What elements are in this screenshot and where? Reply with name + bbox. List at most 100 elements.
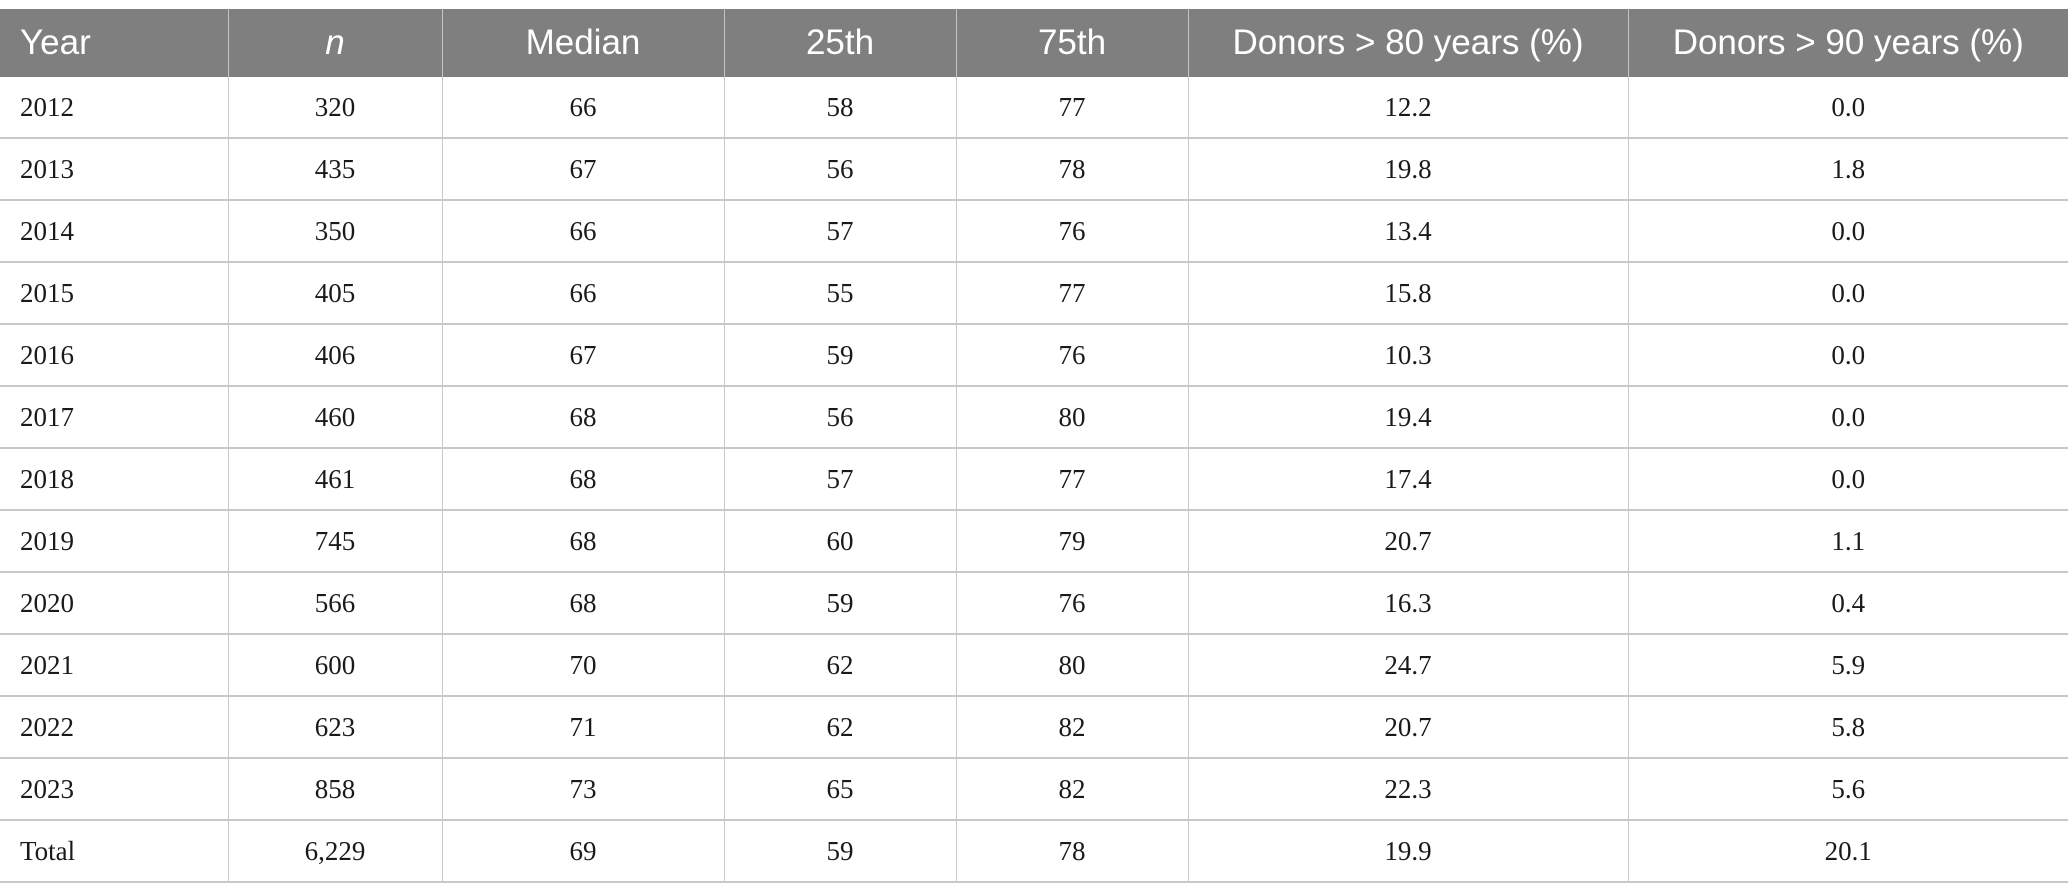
cell-donors-over-80: 22.3	[1188, 758, 1629, 821]
cell-donors-over-80: 13.4	[1188, 200, 1629, 263]
cell-donors-over-90: 5.8	[1628, 696, 2068, 759]
table-row: 2020 566 68 59 76 16.3 0.4	[0, 572, 2068, 635]
cell-donors-over-80: 16.3	[1188, 572, 1629, 635]
cell-year: 2018	[0, 448, 229, 511]
cell-median: 69	[442, 820, 725, 883]
table-body: 2012 320 66 58 77 12.2 0.0 2013 435 67 56 78 19.8 1.8…	[0, 77, 2068, 883]
cell-25th: 62	[724, 696, 957, 759]
table-row: 2014 350 66 57 76 13.4 0.0	[0, 200, 2068, 263]
cell-25th: 59	[724, 324, 957, 387]
cell-75th: 82	[956, 696, 1189, 759]
cell-25th: 56	[724, 138, 957, 201]
table-row: 2012 320 66 58 77 12.2 0.0	[0, 77, 2068, 139]
cell-donors-over-80: 15.8	[1188, 262, 1629, 325]
cell-25th: 55	[724, 262, 957, 325]
cell-donors-over-90: 0.0	[1628, 200, 2068, 263]
cell-donors-over-80: 19.8	[1188, 138, 1629, 201]
header-year: Year	[0, 9, 229, 77]
cell-75th: 78	[956, 820, 1189, 883]
header-donors-over-90: Donors > 90 years (%)	[1628, 9, 2068, 77]
cell-75th: 76	[956, 200, 1189, 263]
cell-n: 461	[228, 448, 443, 511]
header-25th: 25th	[724, 9, 957, 77]
cell-year: Total	[0, 820, 229, 883]
cell-donors-over-90: 0.0	[1628, 77, 2068, 139]
cell-median: 66	[442, 262, 725, 325]
cell-n: 320	[228, 77, 443, 139]
cell-75th: 76	[956, 324, 1189, 387]
table-row: 2023 858 73 65 82 22.3 5.6	[0, 758, 2068, 821]
cell-25th: 65	[724, 758, 957, 821]
cell-donors-over-80: 12.2	[1188, 77, 1629, 139]
cell-25th: 57	[724, 448, 957, 511]
donor-age-table-container: Year n Median 25th 75th Donors > 80 year…	[0, 9, 2068, 883]
cell-donors-over-80: 10.3	[1188, 324, 1629, 387]
cell-n: 405	[228, 262, 443, 325]
table-row: 2022 623 71 62 82 20.7 5.8	[0, 696, 2068, 759]
header-median: Median	[442, 9, 725, 77]
cell-year: 2022	[0, 696, 229, 759]
cell-n: 460	[228, 386, 443, 449]
cell-75th: 79	[956, 510, 1189, 573]
cell-year: 2013	[0, 138, 229, 201]
table-row: 2015 405 66 55 77 15.8 0.0	[0, 262, 2068, 325]
cell-median: 66	[442, 77, 725, 139]
cell-year: 2016	[0, 324, 229, 387]
cell-median: 71	[442, 696, 725, 759]
cell-n: 600	[228, 634, 443, 697]
cell-year: 2015	[0, 262, 229, 325]
table-row: 2017 460 68 56 80 19.4 0.0	[0, 386, 2068, 449]
cell-25th: 60	[724, 510, 957, 573]
cell-median: 70	[442, 634, 725, 697]
cell-n: 745	[228, 510, 443, 573]
cell-donors-over-80: 19.9	[1188, 820, 1629, 883]
cell-donors-over-90: 5.6	[1628, 758, 2068, 821]
cell-25th: 57	[724, 200, 957, 263]
cell-75th: 78	[956, 138, 1189, 201]
cell-donors-over-80: 17.4	[1188, 448, 1629, 511]
cell-75th: 80	[956, 634, 1189, 697]
cell-25th: 62	[724, 634, 957, 697]
cell-year: 2012	[0, 77, 229, 139]
cell-year: 2021	[0, 634, 229, 697]
table-header-row: Year n Median 25th 75th Donors > 80 year…	[0, 9, 2068, 77]
cell-year: 2020	[0, 572, 229, 635]
cell-75th: 80	[956, 386, 1189, 449]
cell-n: 566	[228, 572, 443, 635]
cell-median: 68	[442, 448, 725, 511]
cell-n: 6,229	[228, 820, 443, 883]
cell-n: 406	[228, 324, 443, 387]
cell-donors-over-90: 20.1	[1628, 820, 2068, 883]
cell-n: 623	[228, 696, 443, 759]
cell-donors-over-80: 19.4	[1188, 386, 1629, 449]
cell-donors-over-90: 1.8	[1628, 138, 2068, 201]
table-row: 2021 600 70 62 80 24.7 5.9	[0, 634, 2068, 697]
cell-donors-over-90: 5.9	[1628, 634, 2068, 697]
table-row: 2016 406 67 59 76 10.3 0.0	[0, 324, 2068, 387]
cell-donors-over-90: 0.0	[1628, 386, 2068, 449]
cell-25th: 58	[724, 77, 957, 139]
cell-median: 67	[442, 138, 725, 201]
cell-donors-over-90: 1.1	[1628, 510, 2068, 573]
cell-75th: 77	[956, 77, 1189, 139]
cell-75th: 76	[956, 572, 1189, 635]
cell-median: 66	[442, 200, 725, 263]
table-row: 2019 745 68 60 79 20.7 1.1	[0, 510, 2068, 573]
cell-donors-over-90: 0.4	[1628, 572, 2068, 635]
cell-n: 858	[228, 758, 443, 821]
cell-donors-over-90: 0.0	[1628, 324, 2068, 387]
cell-donors-over-80: 24.7	[1188, 634, 1629, 697]
header-75th: 75th	[956, 9, 1189, 77]
cell-75th: 77	[956, 262, 1189, 325]
table-row: Total 6,229 69 59 78 19.9 20.1	[0, 820, 2068, 883]
cell-n: 435	[228, 138, 443, 201]
cell-median: 73	[442, 758, 725, 821]
table-row: 2018 461 68 57 77 17.4 0.0	[0, 448, 2068, 511]
cell-year: 2019	[0, 510, 229, 573]
cell-donors-over-90: 0.0	[1628, 262, 2068, 325]
table-row: 2013 435 67 56 78 19.8 1.8	[0, 138, 2068, 201]
cell-75th: 82	[956, 758, 1189, 821]
cell-year: 2017	[0, 386, 229, 449]
cell-median: 68	[442, 510, 725, 573]
cell-median: 68	[442, 572, 725, 635]
